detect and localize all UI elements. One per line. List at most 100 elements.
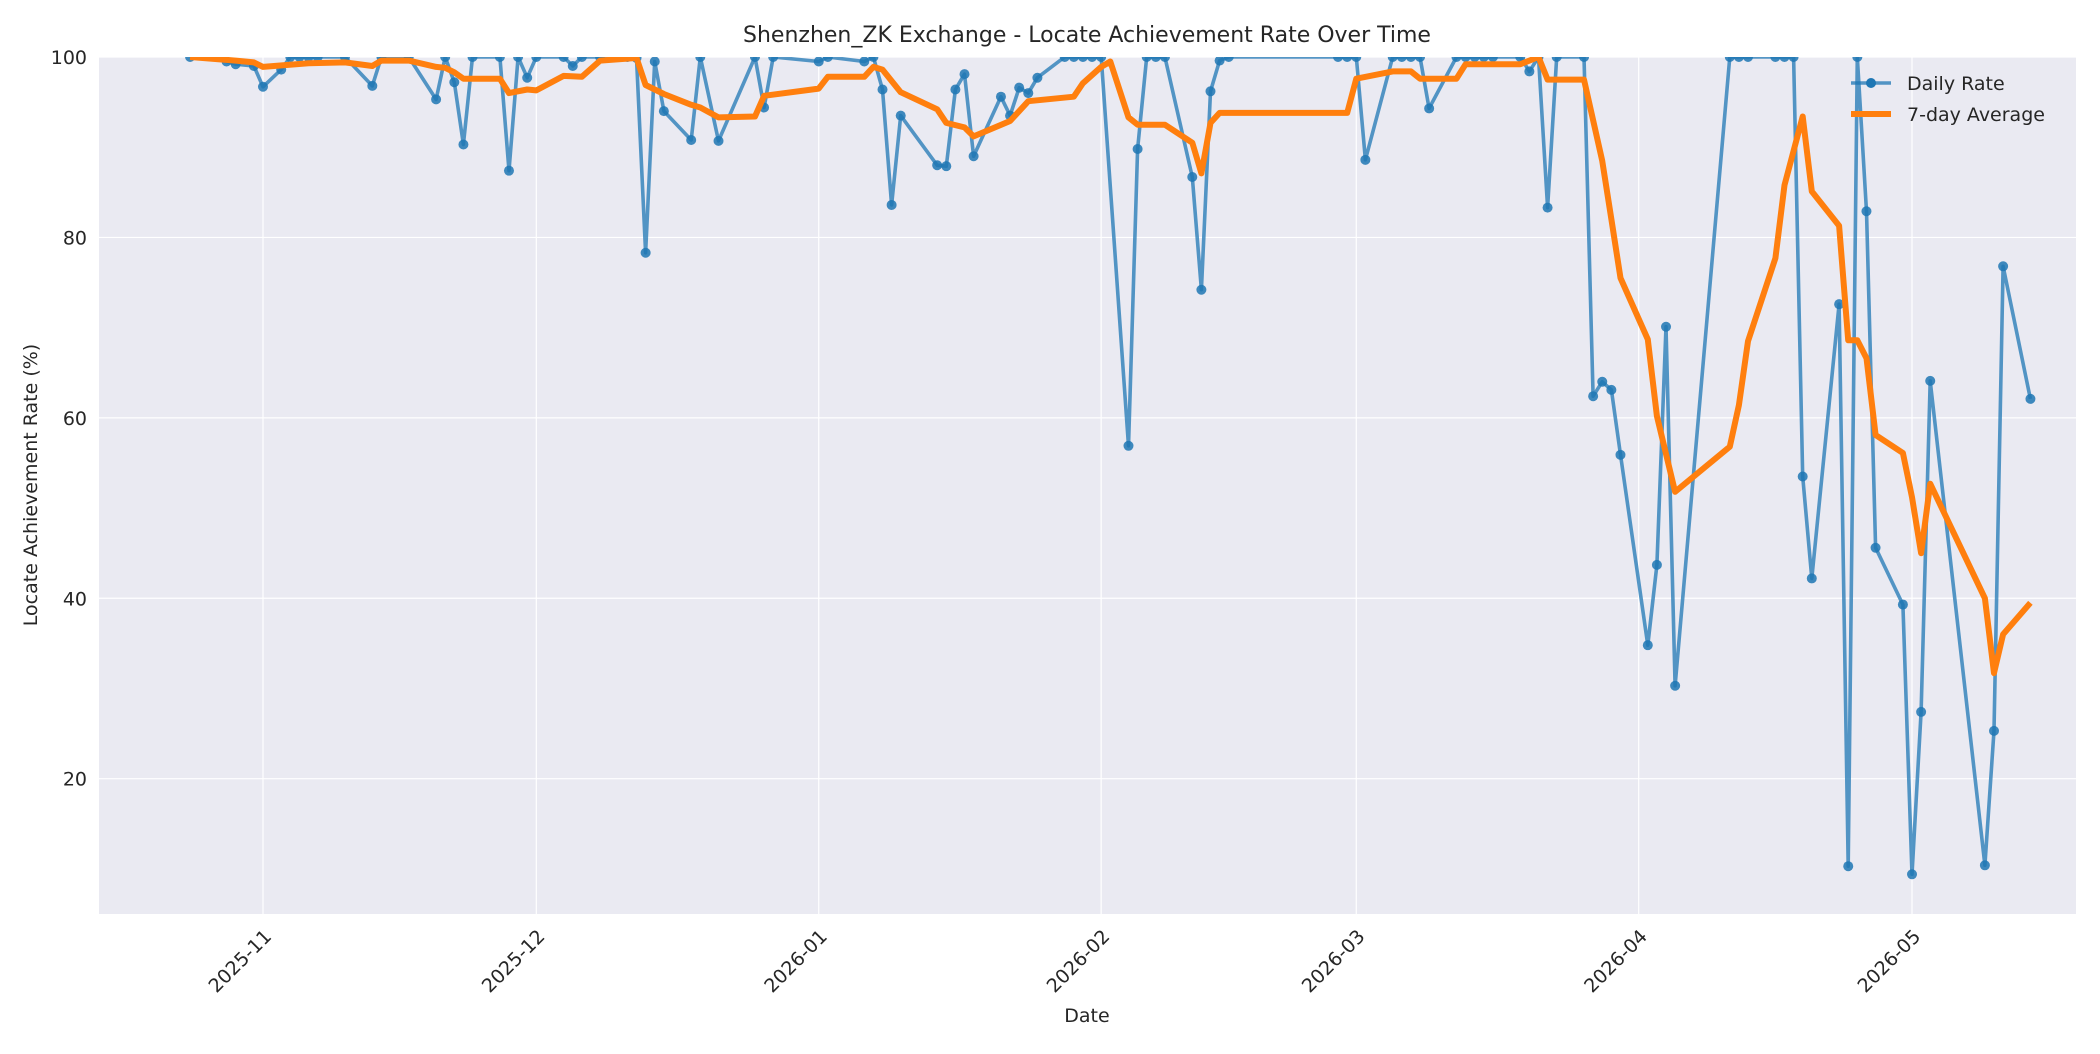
daily-rate-point [1852,57,1863,62]
daily-rate-point [1478,57,1489,62]
daily-rate-point [1606,384,1617,395]
daily-rate-point [1861,206,1872,217]
daily-rate-point [257,81,268,92]
daily-rate-point [895,110,906,121]
daily-rate-point [449,77,460,88]
daily-rate-point [1451,57,1462,62]
daily-rate-point [695,57,706,62]
daily-rate-point [886,199,897,210]
daily-rate-point [367,80,378,91]
daily-rate-point [1487,57,1498,62]
daily-rate-point [567,61,578,72]
daily-rate-point [713,135,724,146]
daily-rate-point [1524,66,1535,77]
daily-rate-point [1597,376,1608,387]
daily-rate-point [458,139,469,150]
daily-rate-point [1989,725,2000,736]
daily-rate-point [1077,57,1088,62]
daily-rate-point [467,57,478,62]
daily-rate-point [1788,57,1799,62]
daily-rate-point [1733,57,1744,62]
plot-area-background [99,57,2076,914]
daily-rate-point [1360,154,1371,165]
daily-rate-point [1469,57,1480,62]
daily-rate-point [941,161,952,172]
daily-rate-point [1797,471,1808,482]
y-tick-label: 20 [63,769,87,791]
daily-rate-point [658,106,669,117]
daily-rate-point [1132,144,1143,155]
daily-rate-point [1014,82,1025,93]
y-tick-label: 40 [63,588,87,610]
daily-rate-point [2025,393,2036,404]
daily-rate-point [859,57,870,67]
daily-rate-point [1396,57,1407,62]
daily-rate-point [1925,375,1936,386]
daily-rate-point [531,57,542,62]
x-tick-label: 2026-02 [1043,926,1115,998]
daily-rate-point [1351,57,1362,62]
daily-rate-point [1651,559,1662,570]
daily-rate-point [932,160,943,171]
daily-rate-point [1897,599,1908,610]
daily-rate-point [1087,57,1098,62]
daily-rate-point [1415,57,1426,62]
daily-rate-point [813,57,824,67]
daily-rate-point [1642,640,1653,651]
daily-rate-point [1806,573,1817,584]
seven-day-average-line [189,57,2033,677]
daily-rate-point [294,57,305,62]
series-layer [185,57,2036,880]
daily-rate-point [1187,171,1198,182]
daily-rate-point [513,57,524,62]
daily-rate-point [1196,284,1207,295]
daily-rate-point [1405,57,1416,62]
daily-rate-point [1588,391,1599,402]
x-tick-label: 2026-01 [760,926,832,998]
daily-rate-point [1770,57,1781,62]
daily-rate-point [1223,57,1234,62]
daily-rate-point [1843,861,1854,872]
daily-rate-point [1424,103,1435,114]
daily-rate-point [1150,57,1161,62]
daily-rate-point [1779,57,1790,62]
daily-rate-point [1743,57,1754,62]
daily-rate-point [1032,72,1043,83]
daily-rate-point [950,84,961,95]
daily-rate-point [1615,449,1626,460]
daily-rate-point [1979,860,1990,871]
chart-title: Shenzhen_ZK Exchange - Locate Achievemen… [743,23,1431,48]
daily-rate-point [1551,57,1562,62]
legend-marker [1866,78,1876,88]
daily-rate-point [1141,57,1152,62]
x-axis-label: Date [1064,1005,1109,1027]
daily-rate-point [768,57,779,62]
daily-rate-point [285,57,296,62]
daily-rate-point [1059,57,1070,62]
daily-rate-point [686,134,697,145]
daily-rate-point [431,94,442,105]
daily-rate-point [640,247,651,258]
x-tick-label: 2026-05 [1853,926,1925,998]
daily-rate-point [1916,706,1927,717]
legend: Daily Rate 7-day Average [1851,73,2045,126]
daily-rate-point [1214,57,1225,66]
daily-rate-point [1724,57,1735,62]
daily-rate-point [1870,542,1881,553]
daily-rate-point [1096,57,1107,62]
daily-rate-point [995,91,1006,102]
x-tick-label: 2026-03 [1298,926,1370,998]
daily-rate-point [1907,869,1918,880]
daily-rate-point [1123,440,1134,451]
y-tick-label: 100 [51,47,87,69]
daily-rate-point [822,57,833,62]
daily-rate-point [959,69,970,80]
y-tick-label: 60 [63,408,87,430]
daily-rate-point [1579,57,1590,62]
daily-rate-point [868,57,879,62]
daily-rate-point [1342,57,1353,62]
daily-rate-point [522,72,533,83]
daily-rate-point [494,57,505,62]
